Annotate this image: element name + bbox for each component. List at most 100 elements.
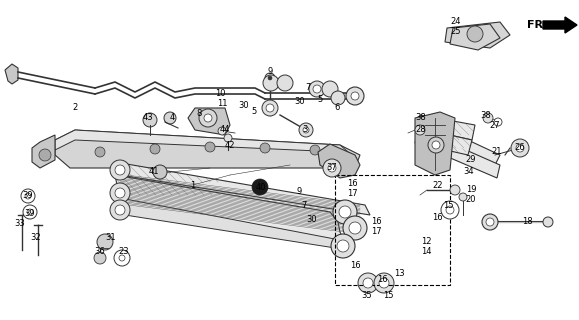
Circle shape (482, 214, 498, 230)
Text: 38: 38 (416, 114, 426, 123)
Text: 15: 15 (383, 291, 393, 300)
Text: 16: 16 (377, 276, 387, 284)
Text: 12: 12 (421, 237, 431, 246)
Polygon shape (5, 64, 18, 84)
Circle shape (331, 91, 345, 105)
Polygon shape (420, 120, 500, 165)
Text: 5: 5 (317, 95, 323, 105)
Text: 39: 39 (25, 209, 35, 218)
Polygon shape (55, 130, 360, 168)
Text: 25: 25 (450, 28, 461, 36)
Circle shape (459, 193, 467, 201)
Text: 40: 40 (256, 183, 266, 193)
Text: 29: 29 (466, 156, 477, 164)
Circle shape (337, 240, 349, 252)
Text: 5: 5 (251, 108, 256, 116)
Text: 42: 42 (225, 140, 235, 149)
Circle shape (415, 125, 425, 135)
Circle shape (27, 209, 33, 215)
Text: 37: 37 (327, 163, 338, 172)
Circle shape (494, 118, 502, 126)
Text: 31: 31 (106, 234, 116, 243)
Text: 9: 9 (296, 188, 302, 196)
Circle shape (343, 216, 367, 240)
Circle shape (309, 81, 325, 97)
Circle shape (110, 200, 130, 220)
Circle shape (199, 109, 217, 127)
Text: 11: 11 (217, 99, 227, 108)
Circle shape (277, 75, 293, 91)
Text: 24: 24 (450, 18, 461, 27)
Circle shape (21, 189, 35, 203)
Polygon shape (120, 198, 348, 250)
Circle shape (349, 222, 361, 234)
Circle shape (164, 112, 176, 124)
Circle shape (252, 179, 268, 195)
Text: 23: 23 (119, 247, 129, 257)
Text: 22: 22 (433, 180, 444, 189)
Circle shape (331, 234, 355, 258)
Bar (335, 175, 450, 285)
Polygon shape (450, 24, 500, 50)
Polygon shape (115, 162, 370, 215)
Circle shape (511, 139, 529, 157)
Text: 34: 34 (464, 167, 474, 177)
Text: 18: 18 (522, 218, 532, 227)
Polygon shape (318, 144, 360, 178)
Text: 44: 44 (220, 125, 230, 134)
Circle shape (23, 205, 37, 219)
Circle shape (25, 193, 31, 199)
Circle shape (516, 144, 524, 152)
Text: 7: 7 (301, 201, 307, 210)
Circle shape (268, 76, 272, 80)
Circle shape (119, 255, 125, 261)
Circle shape (262, 100, 278, 116)
Text: 30: 30 (307, 214, 317, 223)
Text: 1: 1 (190, 180, 196, 189)
Circle shape (115, 188, 125, 198)
Circle shape (441, 201, 459, 219)
Text: 3: 3 (302, 125, 307, 134)
Circle shape (94, 252, 106, 264)
Text: 17: 17 (371, 228, 382, 236)
Circle shape (265, 73, 275, 83)
Circle shape (313, 85, 321, 93)
Circle shape (346, 87, 364, 105)
Circle shape (328, 164, 336, 172)
Circle shape (374, 273, 394, 293)
Text: 43: 43 (142, 114, 153, 123)
Circle shape (115, 205, 125, 215)
Text: 15: 15 (443, 201, 453, 210)
Polygon shape (415, 112, 455, 175)
Circle shape (446, 206, 454, 214)
Text: 2: 2 (72, 103, 78, 113)
Polygon shape (115, 175, 345, 242)
Circle shape (428, 137, 444, 153)
Polygon shape (418, 115, 475, 140)
Circle shape (110, 183, 130, 203)
Circle shape (322, 81, 338, 97)
Text: 7: 7 (305, 84, 311, 92)
Text: 14: 14 (421, 247, 431, 257)
Circle shape (39, 149, 51, 161)
Text: 41: 41 (149, 167, 159, 177)
Circle shape (114, 250, 130, 266)
Text: 28: 28 (416, 125, 426, 134)
Circle shape (310, 145, 320, 155)
Polygon shape (55, 130, 355, 165)
Text: 9: 9 (267, 68, 273, 76)
Circle shape (110, 160, 130, 180)
Circle shape (143, 113, 157, 127)
Circle shape (358, 273, 378, 293)
Circle shape (263, 75, 279, 91)
Circle shape (379, 278, 389, 288)
Circle shape (150, 144, 160, 154)
Circle shape (363, 278, 373, 288)
Text: 16: 16 (371, 218, 382, 227)
Circle shape (153, 165, 167, 179)
FancyArrow shape (543, 17, 577, 33)
Circle shape (97, 234, 113, 250)
Text: 32: 32 (31, 233, 41, 242)
Circle shape (323, 159, 341, 177)
Text: 30: 30 (295, 97, 305, 106)
